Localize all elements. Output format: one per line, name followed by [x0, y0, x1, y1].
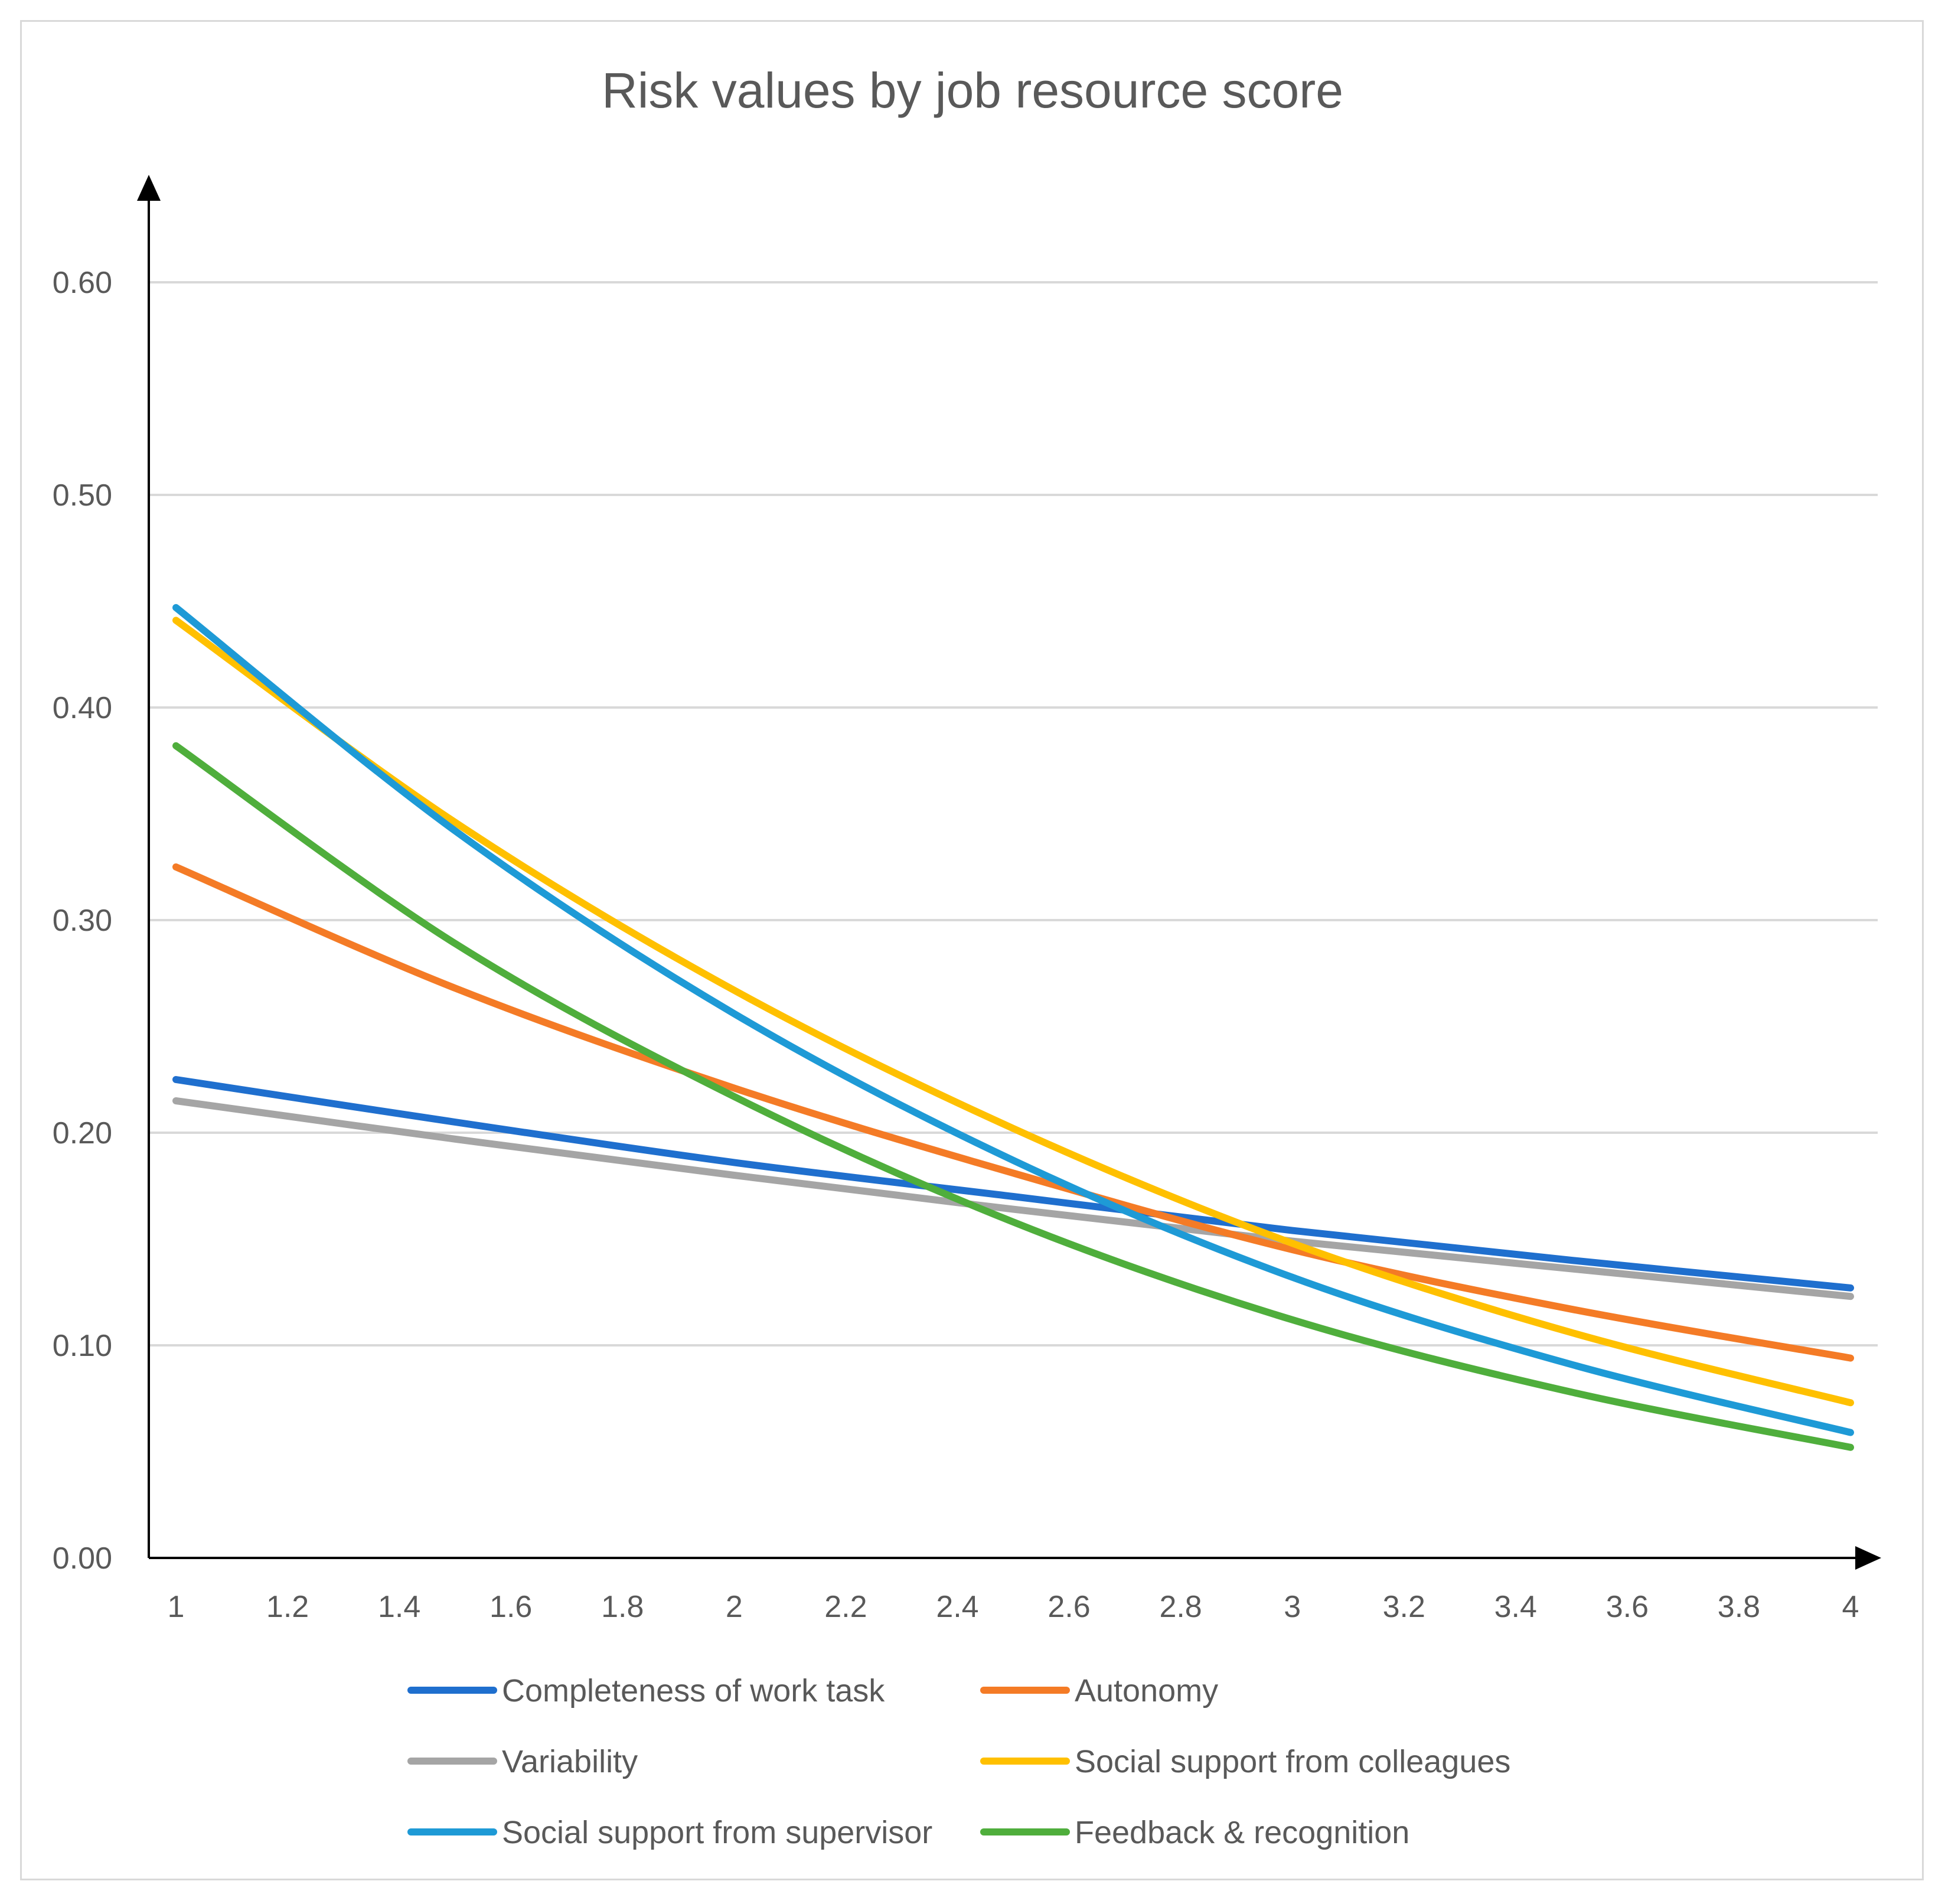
legend-label: Completeness of work task — [502, 1673, 885, 1709]
chart-area — [20, 20, 1924, 1880]
legend-label: Social support from supervisor — [502, 1815, 932, 1850]
x-tick-label: 1.4 — [378, 1590, 420, 1624]
series-line-social-support-from-colleagues — [172, 617, 1854, 1407]
series-lines — [172, 604, 1854, 1451]
legend-item-feedback-recognition[interactable]: Feedback & recognition — [980, 1815, 1409, 1850]
legend-label: Feedback & recognition — [1075, 1815, 1409, 1850]
y-tick-label: 0.10 — [53, 1329, 112, 1363]
chart-title: Risk values by job resource score — [602, 63, 1343, 118]
legend-item-autonomy[interactable]: Autonomy — [980, 1673, 1218, 1709]
y-tick-label: 0.00 — [53, 1541, 112, 1576]
x-tick-label: 2.2 — [824, 1590, 867, 1624]
x-tick-label: 2.8 — [1159, 1590, 1202, 1624]
x-tick-label: 3.8 — [1718, 1590, 1760, 1624]
legend: Completeness of work task Autonomy Variabi… — [407, 1673, 1510, 1850]
x-tick-label: 3.2 — [1383, 1590, 1425, 1624]
series-line-variability — [172, 1097, 1854, 1300]
axes — [137, 175, 1881, 1570]
legend-item-completeness-of-work-task[interactable]: Completeness of work task — [407, 1673, 885, 1709]
x-tick-label: 2.4 — [936, 1590, 978, 1624]
legend-item-social-support-from-supervisor[interactable]: Social support from supervisor — [407, 1815, 932, 1850]
x-tick-label: 3.4 — [1494, 1590, 1537, 1624]
x-tick-label: 2 — [726, 1590, 743, 1624]
x-tick-label: 3 — [1284, 1590, 1301, 1624]
x-tick-label: 1.6 — [489, 1590, 532, 1624]
legend-item-variability[interactable]: Variability — [407, 1744, 638, 1779]
x-tick-label: 2.6 — [1047, 1590, 1090, 1624]
legend-item-social-support-from-colleagues[interactable]: Social support from colleagues — [980, 1744, 1510, 1779]
x-axis-arrow — [1855, 1546, 1881, 1570]
x-tick-label: 1 — [168, 1590, 185, 1624]
y-tick-label: 0.30 — [53, 904, 112, 938]
y-tick-label: 0.50 — [53, 478, 112, 513]
x-axis-tick-labels: 1 1.2 1.4 1.6 1.8 2 2.2 2.4 2.6 2.8 3 3.2 3.4 3.6 3.8 4 — [168, 1590, 1859, 1624]
y-tick-label: 0.20 — [53, 1116, 112, 1150]
x-tick-label: 1.2 — [266, 1590, 309, 1624]
x-tick-label: 1.8 — [601, 1590, 644, 1624]
series-line-autonomy — [172, 863, 1854, 1362]
gridlines — [149, 281, 1878, 1347]
legend-label: Variability — [502, 1744, 638, 1779]
y-axis-tick-labels: 0.00 0.10 0.20 0.30 0.40 0.50 0.60 — [53, 266, 112, 1576]
y-tick-label: 0.40 — [53, 691, 112, 725]
series-line-completeness-of-work-task — [172, 1076, 1854, 1292]
series-line-feedback-recognition — [172, 742, 1854, 1451]
y-tick-label: 0.60 — [53, 266, 112, 300]
legend-label: Social support from colleagues — [1075, 1744, 1510, 1779]
x-tick-label: 3.6 — [1606, 1590, 1649, 1624]
series-line-social-support-from-supervisor — [172, 604, 1854, 1436]
legend-label: Autonomy — [1075, 1673, 1218, 1709]
x-tick-label: 4 — [1842, 1590, 1859, 1624]
y-axis-arrow — [137, 175, 161, 201]
